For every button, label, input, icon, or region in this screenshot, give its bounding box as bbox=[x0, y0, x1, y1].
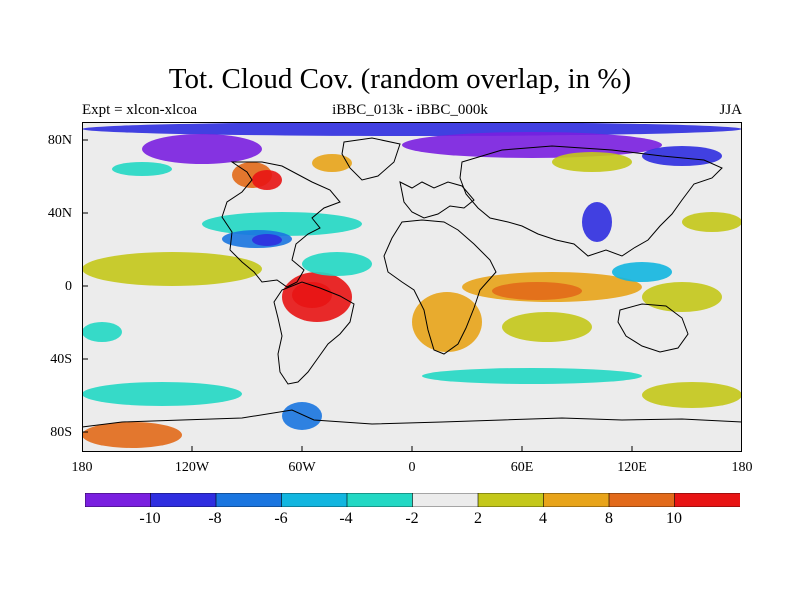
colorbar-label: 8 bbox=[605, 510, 613, 527]
colorbar-label: 10 bbox=[666, 510, 682, 527]
anomaly-patch bbox=[492, 282, 582, 300]
lat-label-0: 0 bbox=[65, 279, 72, 294]
lon-label-180e: 180 bbox=[731, 460, 753, 475]
colorbar-swatch bbox=[85, 493, 152, 507]
colorbar-swatch bbox=[412, 493, 479, 507]
coast-north-america bbox=[221, 161, 341, 288]
anomaly-patch bbox=[502, 312, 592, 342]
anomaly-patch bbox=[282, 402, 322, 430]
anomaly-patch bbox=[82, 422, 182, 448]
colorbar-label: -6 bbox=[274, 510, 288, 527]
anomaly-patch bbox=[682, 212, 742, 232]
coast-australia bbox=[617, 303, 689, 353]
anomaly-patch bbox=[82, 322, 122, 342]
coast-antarctica bbox=[82, 409, 742, 428]
lon-label-120w: 120W bbox=[174, 460, 210, 475]
colorbar-swatch bbox=[215, 493, 283, 507]
colorbar-swatch bbox=[674, 493, 740, 507]
coastlines bbox=[82, 137, 742, 428]
season-label: JJA bbox=[719, 102, 742, 118]
anomaly-patch bbox=[642, 382, 742, 408]
anomaly-field bbox=[82, 122, 742, 448]
anomaly-patch bbox=[82, 382, 242, 406]
anomaly-patch bbox=[292, 282, 332, 308]
anomaly-patch bbox=[142, 134, 262, 164]
colorbar-swatch bbox=[346, 493, 414, 507]
coast-africa bbox=[383, 219, 497, 355]
colorbar-label: -4 bbox=[339, 510, 353, 527]
lon-label-120e: 120E bbox=[617, 460, 647, 475]
lon-label-0: 0 bbox=[408, 460, 416, 475]
colorbar-label: -10 bbox=[139, 510, 161, 527]
anomaly-patch bbox=[82, 122, 742, 136]
anomaly-patch bbox=[582, 202, 612, 242]
colorbar-swatch bbox=[281, 493, 348, 507]
colorbar-swatch bbox=[150, 493, 217, 507]
plot-title: Tot. Cloud Cov. (random overlap, in %) bbox=[168, 63, 632, 95]
colorbar-label: -8 bbox=[208, 510, 222, 527]
colorbar bbox=[85, 493, 740, 507]
anomaly-patch bbox=[252, 170, 282, 190]
lon-label-180w: 180 bbox=[71, 460, 93, 475]
colorbar-label: -2 bbox=[405, 510, 419, 527]
anomaly-patch bbox=[202, 212, 362, 236]
anomaly-patch bbox=[412, 292, 482, 352]
lat-label-40n: 40N bbox=[47, 206, 72, 221]
anomaly-patch bbox=[82, 252, 262, 286]
anomaly-patch bbox=[552, 152, 632, 172]
lat-label-80s: 80S bbox=[50, 425, 72, 440]
coast-greenland bbox=[341, 137, 401, 181]
difference-label: iBBC_013k - iBBC_000k bbox=[332, 102, 488, 118]
anomaly-patch bbox=[112, 162, 172, 176]
lat-label-40s: 40S bbox=[50, 352, 72, 367]
colorbar-swatch bbox=[608, 493, 676, 507]
anomaly-patch bbox=[642, 146, 722, 166]
anomaly-patch bbox=[302, 252, 372, 276]
anomaly-patch bbox=[612, 262, 672, 282]
anomaly-patch bbox=[642, 282, 722, 312]
colorbar-label: 4 bbox=[539, 510, 547, 527]
map-ticks bbox=[82, 139, 633, 452]
cloud-cover-map bbox=[82, 122, 742, 452]
coast-south-america bbox=[273, 281, 355, 385]
colorbar-swatch bbox=[477, 493, 545, 507]
coast-asia bbox=[459, 145, 723, 257]
lat-label-80n: 80N bbox=[47, 133, 72, 148]
colorbar-swatch bbox=[543, 493, 610, 507]
anomaly-patch bbox=[252, 234, 282, 246]
anomaly-patch bbox=[422, 368, 642, 384]
lon-label-60w: 60W bbox=[288, 460, 316, 475]
coast-europe bbox=[399, 181, 475, 219]
anomaly-patch bbox=[402, 132, 662, 158]
lon-label-60e: 60E bbox=[510, 460, 534, 475]
experiment-label: Expt = xlcon-xlcoa bbox=[82, 102, 198, 118]
anomaly-patch bbox=[312, 154, 352, 172]
colorbar-label: 2 bbox=[474, 510, 482, 527]
